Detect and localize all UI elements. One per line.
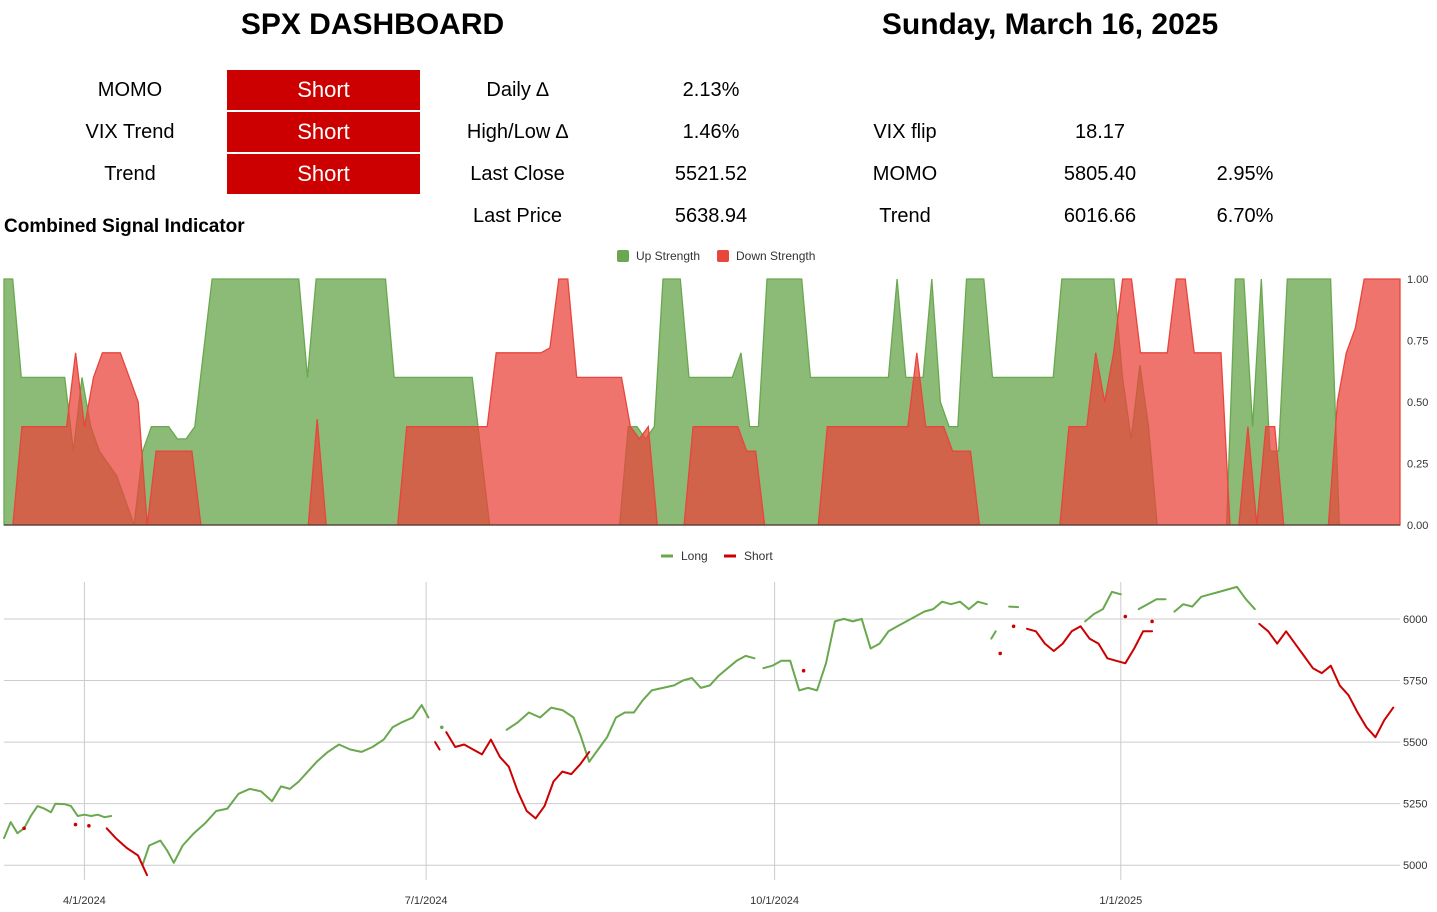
legend-label-up-strength: Up Strength	[636, 249, 700, 263]
signal-strength-chart: Up Strength Down Strength 1.00 0.75 0.50 0.…	[3, 249, 1428, 532]
last-close-value: 5521.52	[674, 163, 748, 185]
price-point-short	[87, 824, 91, 828]
price-point-short	[1011, 624, 1016, 629]
price-gridlines	[4, 582, 1400, 880]
legend-label-down-strength: Down Strength	[736, 249, 815, 263]
price-y-tick: 5750	[1403, 676, 1427, 688]
signal-y-axis: 1.00 0.75 0.50 0.25 0.00	[4, 274, 1428, 532]
price-y-tick: 5250	[1403, 799, 1427, 811]
price-line-short	[1258, 622, 1395, 739]
price-chart: Long Short 6000 5750 5500 5250 5000 4/1/2024…	[3, 549, 1427, 907]
price-point-short	[22, 826, 26, 831]
price-point-short	[998, 651, 1002, 656]
legend-swatch-up-strength	[617, 250, 629, 262]
price-line-short	[445, 731, 591, 820]
page-date: Sunday, March 16, 2025	[881, 8, 1219, 41]
vix-flip-value: 18.17	[1074, 121, 1126, 143]
price-line-long	[990, 630, 997, 640]
signal-badge-trend: Short	[227, 154, 420, 194]
price-line-long	[505, 654, 756, 763]
price-point-long	[440, 725, 444, 730]
trend-level-label: Trend	[879, 205, 931, 227]
price-x-tick: 7/1/2024	[405, 895, 448, 907]
legend-label-short: Short	[744, 549, 773, 563]
page-title: SPX DASHBOARD	[240, 8, 505, 41]
price-line-long	[1173, 585, 1256, 613]
signal-label-vix-trend: VIX Trend	[85, 121, 175, 143]
signal-label-momo: MOMO	[97, 79, 163, 101]
signal-y-tick: 1.00	[1407, 274, 1428, 286]
signal-y-tick: 0.75	[1407, 336, 1428, 348]
last-price-label: Last Price	[473, 205, 562, 227]
last-price-value: 5638.94	[674, 205, 748, 227]
last-close-label: Last Close	[470, 163, 565, 185]
price-line-long	[1137, 598, 1167, 611]
trend-level-value: 6016.66	[1063, 205, 1137, 227]
price-y-tick: 6000	[1403, 614, 1427, 626]
combined-signal-title: Combined Signal Indicator	[4, 216, 245, 237]
signal-plot-area	[3, 278, 1401, 526]
momo-level-pct: 2.95%	[1216, 163, 1274, 185]
highlow-delta-value: 1.46%	[682, 121, 740, 143]
price-x-tick: 1/1/2025	[1099, 895, 1142, 907]
price-line-long	[141, 704, 430, 867]
price-line-short	[434, 741, 441, 751]
price-line-long	[762, 600, 988, 692]
price-line-long	[3, 802, 113, 840]
price-point-short	[1150, 619, 1154, 624]
signal-y-tick: 0.25	[1407, 459, 1428, 471]
price-line-long	[1084, 590, 1122, 623]
daily-delta-value: 2.13%	[682, 79, 740, 101]
price-line-long	[1008, 605, 1020, 609]
signal-legend: Up Strength Down Strength	[617, 249, 815, 263]
momo-level-value: 5805.40	[1063, 163, 1137, 185]
vix-flip-label: VIX flip	[873, 121, 937, 143]
price-x-tick: 10/1/2024	[750, 895, 799, 907]
price-line-short	[1026, 625, 1154, 665]
signal-badge-momo: Short	[227, 70, 420, 110]
price-lines	[3, 585, 1395, 877]
price-point-short	[801, 668, 806, 673]
legend-label-long: Long	[681, 549, 708, 563]
price-y-axis: 6000 5750 5500 5250 5000	[1403, 614, 1427, 872]
price-y-tick: 5500	[1403, 737, 1427, 749]
price-line-short	[105, 827, 148, 877]
legend-swatch-down-strength	[717, 250, 729, 262]
signal-y-tick: 0.50	[1407, 397, 1428, 409]
highlow-delta-label: High/Low ∆	[466, 121, 569, 143]
price-y-tick: 5000	[1403, 860, 1427, 872]
price-x-axis: 4/1/2024 7/1/2024 10/1/2024 1/1/2025	[63, 895, 1142, 907]
signal-label-trend: Trend	[104, 163, 156, 185]
signal-y-tick: 0.00	[1407, 520, 1428, 532]
price-point-short	[1123, 614, 1128, 619]
price-x-tick: 4/1/2024	[63, 895, 106, 907]
price-legend: Long Short	[661, 549, 773, 563]
trend-level-pct: 6.70%	[1216, 205, 1274, 227]
price-point-short	[73, 822, 78, 827]
signal-badge-vix-trend: Short	[227, 112, 420, 152]
momo-level-label: MOMO	[872, 163, 938, 185]
daily-delta-label: Daily ∆	[486, 79, 549, 101]
